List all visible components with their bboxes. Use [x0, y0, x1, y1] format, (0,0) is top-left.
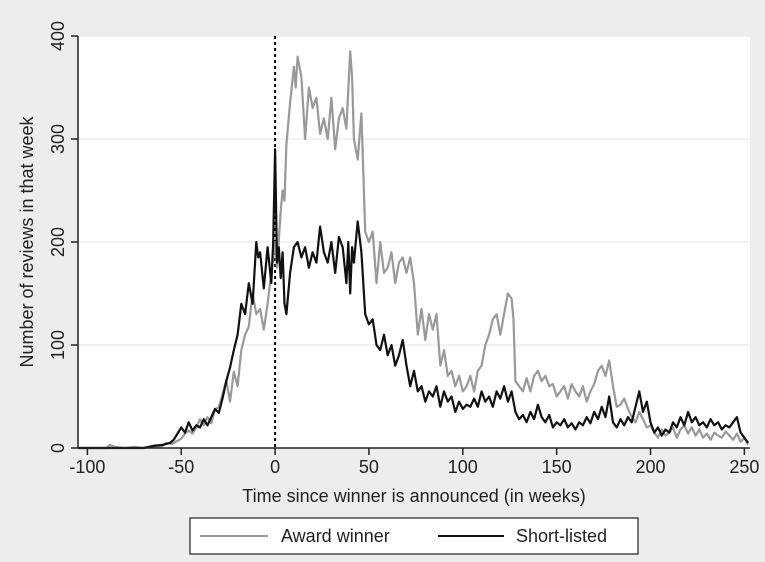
y-tick-label: 0	[48, 443, 68, 453]
y-tick-label: 200	[48, 227, 68, 257]
series-line-award-winner	[78, 50, 750, 450]
gridlines	[78, 35, 750, 346]
legend-label-award-winner: Award winner	[281, 526, 390, 546]
x-tick-label: 100	[448, 457, 478, 477]
y-axis-title: Number of reviews in that week	[17, 115, 37, 367]
series-line-short-listed	[78, 148, 749, 450]
x-axis-title: Time since winner is announced (in weeks…	[242, 486, 586, 506]
legend: Award winner Short-listed	[189, 517, 639, 555]
x-tick-label: 150	[542, 457, 572, 477]
x-axis-ticks: -100 -50 0 50 100 150 200 250	[69, 448, 759, 477]
y-tick-label: 300	[48, 124, 68, 154]
y-tick-label: 100	[48, 330, 68, 360]
x-tick-label: 200	[635, 457, 665, 477]
y-tick-label: 400	[48, 21, 68, 51]
series-group	[78, 50, 750, 450]
y-axis-ticks: 0 100 200 300 400	[48, 21, 78, 453]
legend-label-short-listed: Short-listed	[516, 526, 607, 546]
x-tick-label: 0	[270, 457, 280, 477]
x-tick-label: 50	[359, 457, 379, 477]
x-tick-label: -50	[168, 457, 194, 477]
x-tick-label: -100	[69, 457, 105, 477]
x-tick-label: 250	[729, 457, 759, 477]
